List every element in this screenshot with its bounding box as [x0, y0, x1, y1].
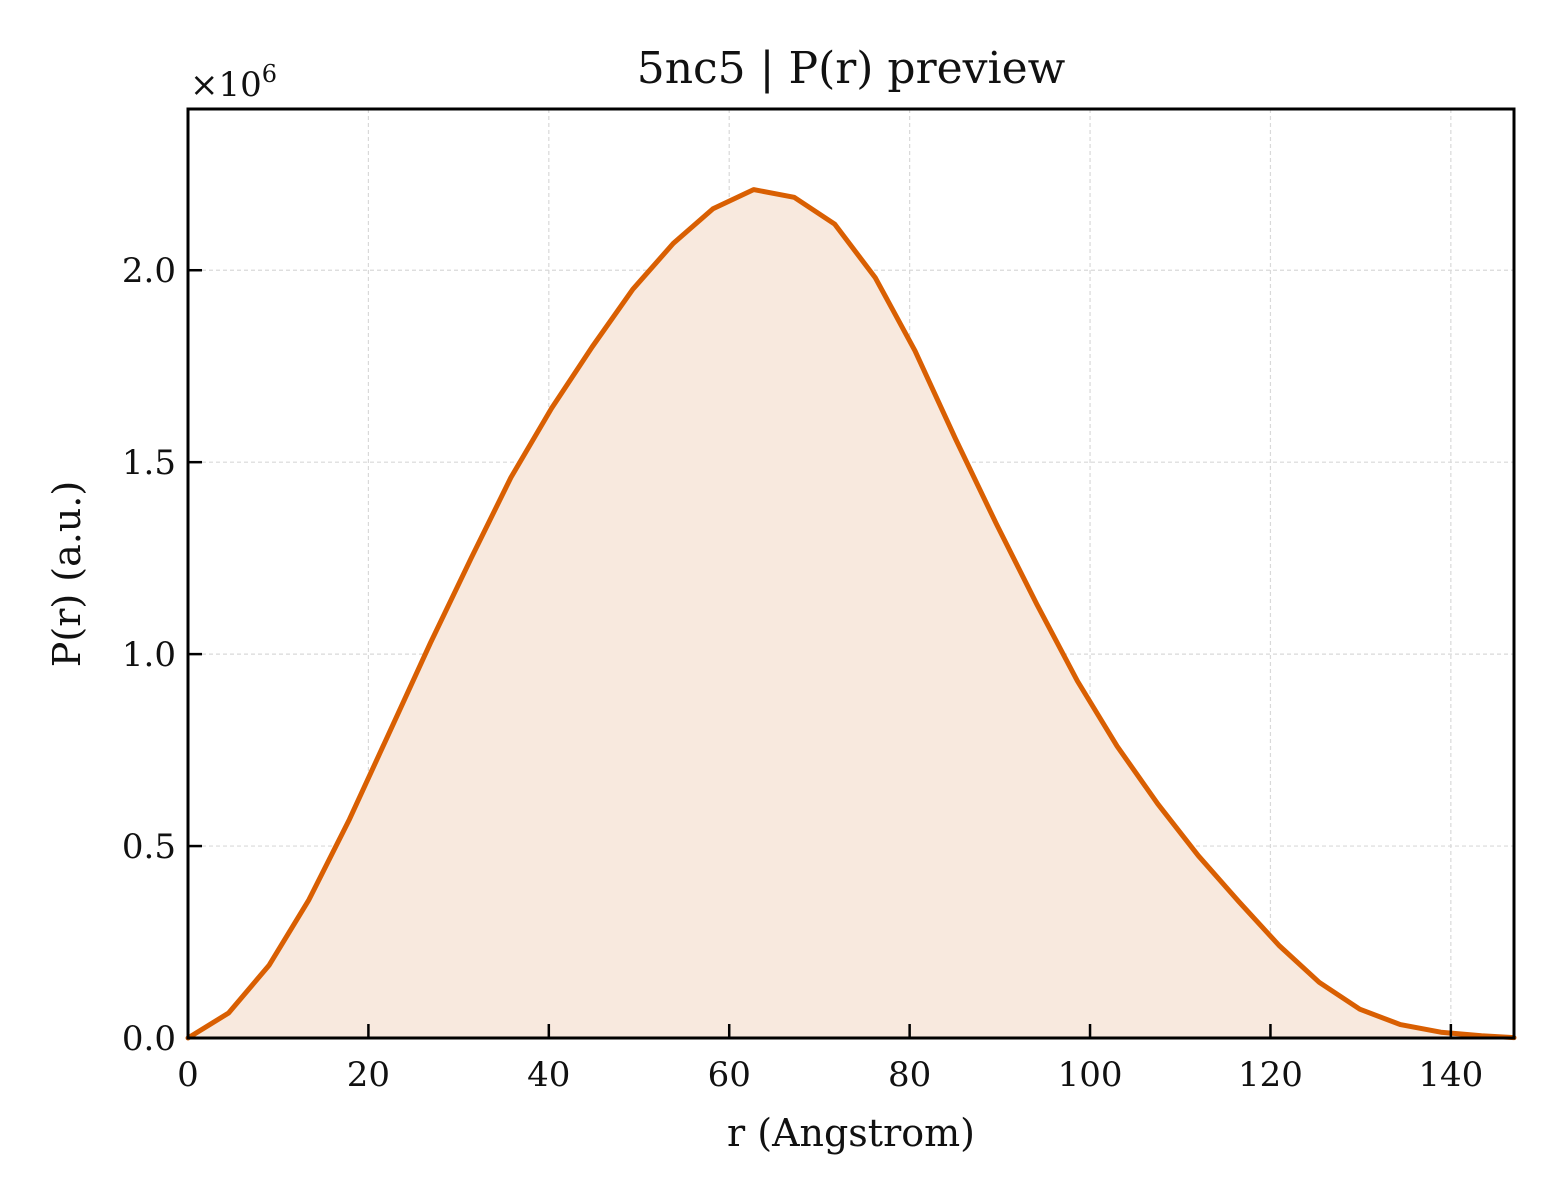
- y-offset-base: ×10: [190, 65, 262, 105]
- x-tick-label: 140: [1418, 1055, 1483, 1095]
- series-line-group: [185, 187, 1517, 1041]
- y-offset-exponent: 6: [262, 60, 277, 88]
- y-axis-label: P(r) (a.u.): [45, 481, 89, 667]
- x-tick-label: 100: [1058, 1055, 1123, 1095]
- y-tick-label: 0.0: [122, 1019, 176, 1059]
- x-tick-label: 20: [347, 1055, 390, 1095]
- x-tick-label: 120: [1238, 1055, 1303, 1095]
- area-fill-group: [188, 189, 1514, 1039]
- y-offset-text: ×106: [190, 60, 277, 105]
- y-tick-label: 1.0: [122, 635, 176, 675]
- chart-title: 5nc5 | P(r) preview: [637, 43, 1066, 94]
- area-fill: [188, 189, 1514, 1039]
- x-tick-label: 40: [527, 1055, 570, 1095]
- series-line: [185, 187, 1517, 1041]
- x-tick-label: 80: [888, 1055, 931, 1095]
- y-tick-label: 0.5: [122, 827, 176, 867]
- ticks: 0 20 40 60 80 100 120 140 0.0 0.5 1.0 1.5 2.0: [122, 251, 1483, 1095]
- x-tick-label: 0: [177, 1055, 199, 1095]
- x-axis-label: r (Angstrom): [727, 1111, 975, 1155]
- x-tick-label: 60: [708, 1055, 751, 1095]
- plot-frame: [186, 107, 1516, 1040]
- y-tick-label: 2.0: [122, 251, 176, 291]
- y-tick-label: 1.5: [122, 443, 176, 483]
